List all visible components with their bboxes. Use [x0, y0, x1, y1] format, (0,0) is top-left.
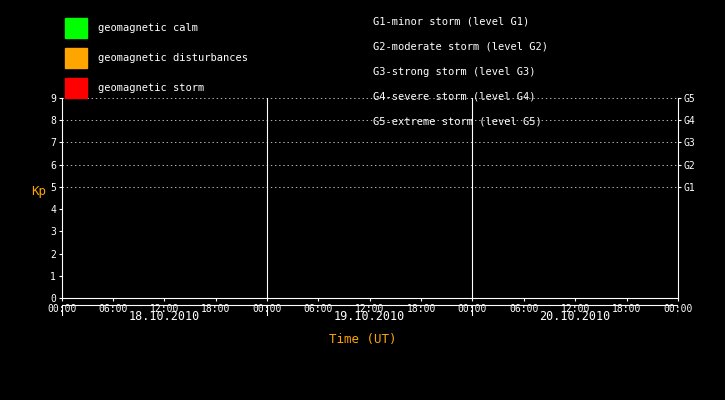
Text: 19.10.2010: 19.10.2010 [334, 310, 405, 323]
Y-axis label: Kp: Kp [32, 185, 46, 198]
Text: 18.10.2010: 18.10.2010 [129, 310, 200, 323]
Text: G3-strong storm (level G3): G3-strong storm (level G3) [373, 67, 536, 77]
Text: G2-moderate storm (level G2): G2-moderate storm (level G2) [373, 42, 548, 52]
Text: Time (UT): Time (UT) [328, 334, 397, 346]
Text: G5-extreme storm (level G5): G5-extreme storm (level G5) [373, 116, 542, 126]
Text: G1-minor storm (level G1): G1-minor storm (level G1) [373, 17, 530, 27]
Text: geomagnetic storm: geomagnetic storm [98, 83, 204, 93]
Text: 20.10.2010: 20.10.2010 [539, 310, 610, 323]
Text: G4-severe storm (level G4): G4-severe storm (level G4) [373, 92, 536, 102]
Text: geomagnetic disturbances: geomagnetic disturbances [98, 53, 248, 63]
Text: geomagnetic calm: geomagnetic calm [98, 23, 198, 33]
